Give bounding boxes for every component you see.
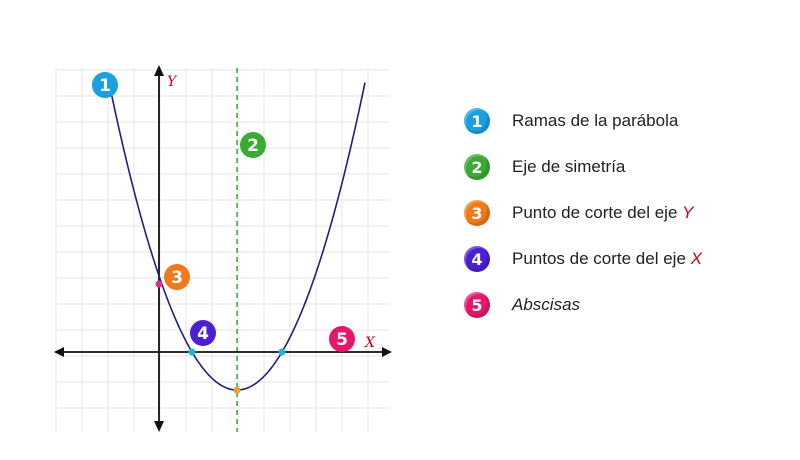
parabola-diagram: X Y 1 2 3 4 5 xyxy=(54,65,392,432)
legend-badge-1: 1 xyxy=(464,108,490,134)
legend-label: Eje de simetría xyxy=(512,157,626,176)
x-intercept-point xyxy=(278,348,286,356)
badge-1-branches: 1 xyxy=(92,72,118,98)
legend-badge-2: 2 xyxy=(464,154,490,180)
y-axis xyxy=(154,65,164,432)
badge-5-abscissas: 5 xyxy=(329,326,355,352)
x-axis-label: X xyxy=(364,335,376,351)
legend-item-branches: 1 Ramas de la parábola xyxy=(464,98,784,144)
svg-text:2: 2 xyxy=(247,136,259,156)
legend-label: Ramas de la parábola xyxy=(512,111,679,130)
legend-label: Punto de corte del eje Y xyxy=(512,203,694,222)
x-axis xyxy=(54,347,392,357)
svg-text:1: 1 xyxy=(99,76,111,96)
badge-4-x-intercepts: 4 xyxy=(190,320,216,346)
badge-3-y-intercept: 3 xyxy=(164,264,190,290)
legend-item-symmetry-axis: 2 Eje de simetría xyxy=(464,144,784,190)
vertex-point xyxy=(233,386,241,394)
legend-label: Abscisas xyxy=(512,295,581,314)
legend-item-x-intercepts: 4 Puntos de corte del eje X xyxy=(464,236,784,282)
svg-text:4: 4 xyxy=(197,324,209,344)
badge-2-symmetry-axis: 2 xyxy=(240,132,266,158)
legend-badge-5: 5 xyxy=(464,292,490,318)
legend-badge-4: 4 xyxy=(464,246,490,272)
legend-label: Puntos de corte del eje X xyxy=(512,249,702,268)
y-intercept-point xyxy=(155,280,163,288)
svg-text:5: 5 xyxy=(336,330,348,350)
legend: 1 Ramas de la parábola 2 Eje de simetría… xyxy=(464,98,784,328)
legend-item-y-intercept: 3 Punto de corte del eje Y xyxy=(464,190,784,236)
y-axis-label: Y xyxy=(167,74,178,90)
legend-badge-3: 3 xyxy=(464,200,490,226)
grid xyxy=(55,68,390,432)
legend-item-abscissas: 5 Abscisas xyxy=(464,282,784,328)
x-intercept-point xyxy=(188,348,196,356)
svg-text:3: 3 xyxy=(171,268,183,288)
